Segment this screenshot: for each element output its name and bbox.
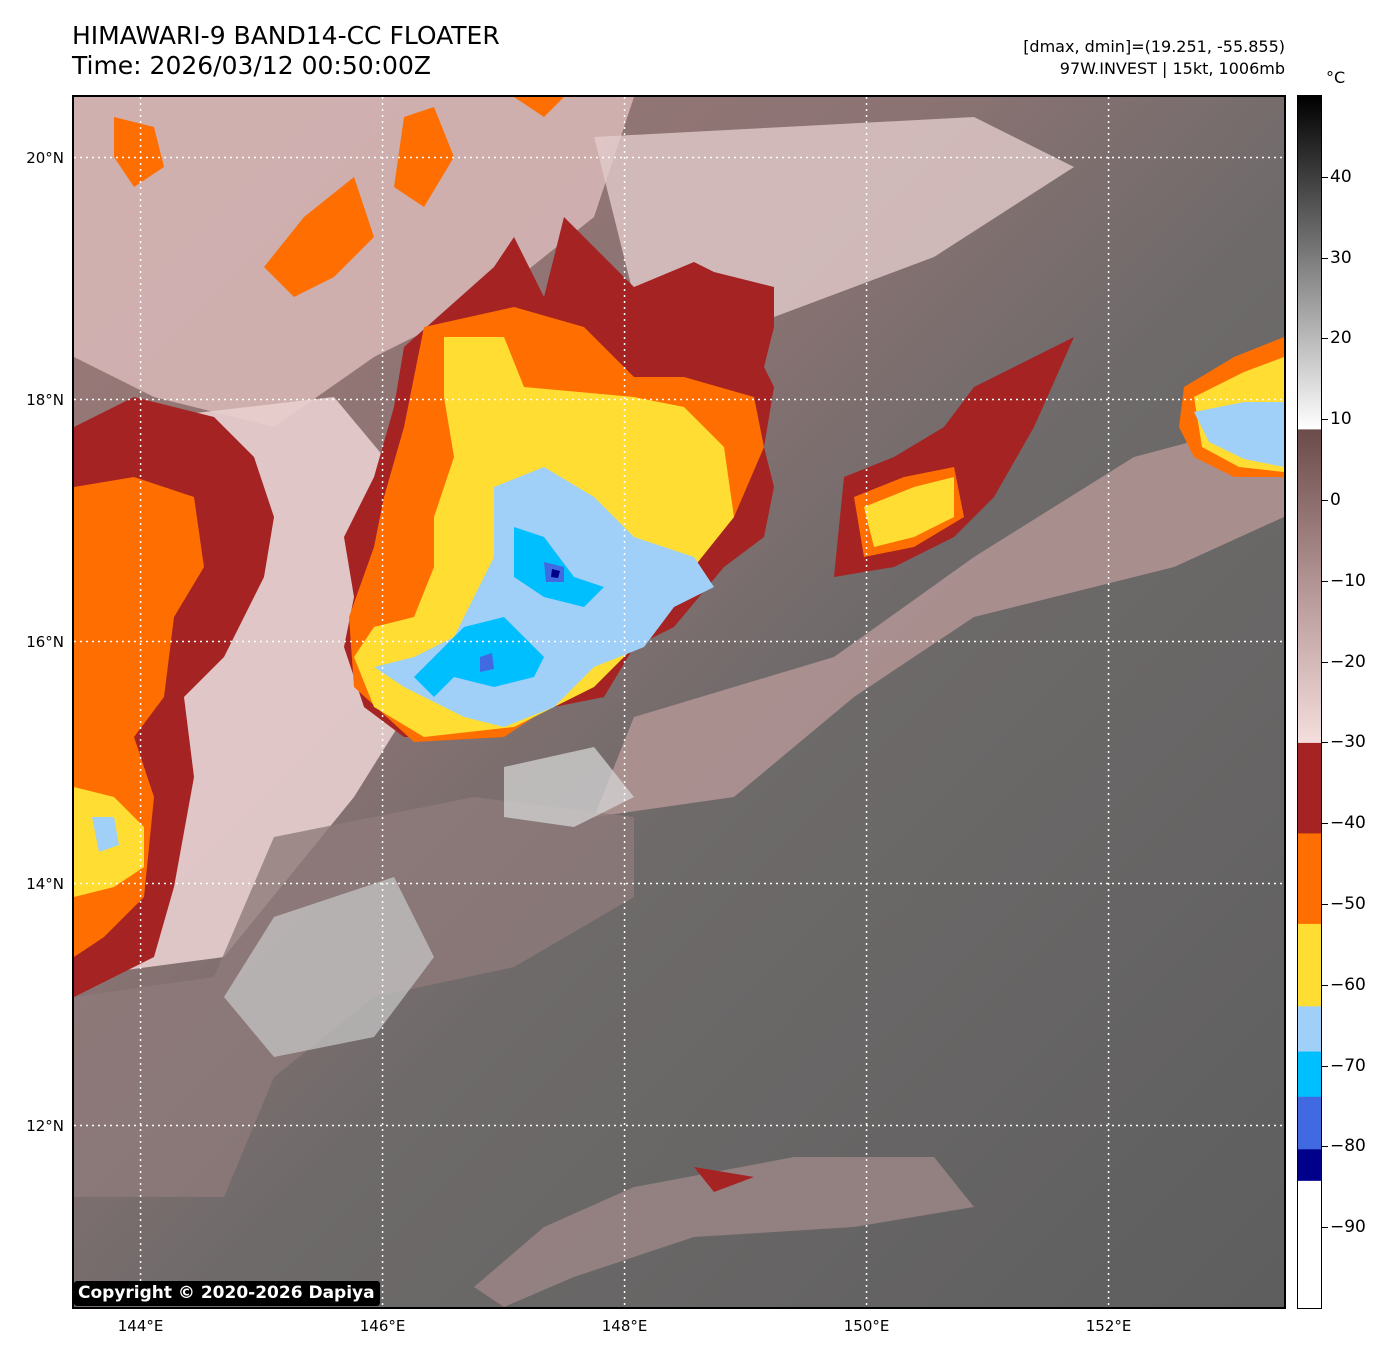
lat-label: 16°N — [26, 632, 64, 651]
colorbar-tick-label: 0 — [1330, 490, 1341, 510]
lon-label: 150°E — [843, 1317, 890, 1335]
colorbar-segment-white — [1298, 1225, 1321, 1308]
storm-info: 97W.INVEST | 15kt, 1006mb — [1059, 59, 1285, 78]
cold-spot-south — [694, 1167, 754, 1192]
colorbar-tick-label: −80 — [1330, 1136, 1366, 1157]
cloud-patch-2 — [504, 747, 634, 827]
colorbar-tick — [1322, 338, 1328, 340]
colorbar-tick-label: −30 — [1330, 732, 1366, 753]
lon-label: 152°E — [1085, 1317, 1132, 1335]
cloud-band-south — [474, 1157, 974, 1307]
lat-label: 18°N — [26, 390, 64, 409]
colorbar-tick — [1322, 257, 1328, 259]
colorbar-tick-label: −70 — [1330, 1055, 1366, 1076]
colorbar-tick-label: −90 — [1330, 1217, 1366, 1238]
colorbar-tick-label: 30 — [1330, 247, 1352, 268]
colorbar-tick — [1322, 823, 1328, 825]
colorbar-segment-lightblue — [1298, 1005, 1321, 1052]
colorbar-segment-navy — [1298, 1148, 1321, 1181]
west-system-lightblue — [92, 817, 119, 852]
chart-title: HIMAWARI-9 BAND14-CC FLOATER — [72, 21, 500, 50]
convection-blue-core-2 — [480, 653, 494, 672]
colorbar-tick — [1322, 176, 1328, 178]
colorbar-tick-label: 20 — [1330, 328, 1352, 349]
cirrus-north — [74, 97, 634, 427]
dmax-dmin-info: [dmax, dmin]=(19.251, -55.855) — [1023, 37, 1285, 56]
cloud-patch-1 — [224, 877, 434, 1057]
debris-4 — [514, 97, 564, 117]
colorbar-segment-orange — [1298, 832, 1321, 924]
lat-label: 20°N — [26, 148, 64, 167]
lon-label: 144°E — [117, 1317, 164, 1335]
colorbar-segment-gray — [1298, 96, 1321, 430]
colorbar-svg — [1298, 96, 1321, 1308]
colorbar-unit: °C — [1326, 68, 1346, 87]
colorbar-tick — [1322, 661, 1328, 663]
colorbar-tick — [1322, 984, 1328, 986]
colorbar-tick — [1322, 1146, 1328, 1148]
colorbar-segment-darkred — [1298, 742, 1321, 834]
colorbar-tick — [1322, 580, 1328, 582]
lat-label: 14°N — [26, 874, 64, 893]
convection-cyan-south — [414, 617, 544, 697]
colorbar-tick-label: −40 — [1330, 813, 1366, 834]
colorbar-tick — [1322, 1065, 1328, 1067]
cirrus-band — [594, 417, 1284, 817]
lon-label: 146°E — [359, 1317, 406, 1335]
colorbar-tick — [1322, 904, 1328, 905]
coldest-pixel — [551, 569, 560, 578]
colorbar — [1297, 95, 1322, 1309]
colorbar-tick — [1322, 500, 1328, 501]
colorbar-tick — [1322, 742, 1328, 744]
colorbar-tick-label: −50 — [1330, 894, 1366, 914]
colorbar-tick — [1322, 419, 1328, 421]
satellite-image — [74, 97, 1284, 1307]
colorbar-tick — [1322, 1227, 1328, 1229]
copyright-label: Copyright © 2020-2026 Dapiya — [74, 1281, 380, 1306]
debris-2 — [264, 177, 374, 297]
lon-label: 148°E — [601, 1317, 648, 1335]
lat-label: 12°N — [26, 1116, 64, 1135]
colorbar-tick-label: 40 — [1330, 166, 1352, 187]
colorbar-segment-yellow — [1298, 923, 1321, 1007]
colorbar-tick-label: −60 — [1330, 974, 1366, 995]
colorbar-segment-warm — [1298, 428, 1321, 743]
colorbar-segment-white — [1298, 1180, 1321, 1227]
colorbar-tick-label: −20 — [1330, 651, 1366, 672]
timestamp: Time: 2026/03/12 00:50:00Z — [72, 51, 431, 80]
cirrus-north-east — [594, 117, 1074, 317]
gridlines — [74, 97, 1284, 1307]
colorbar-tick-label: −10 — [1330, 570, 1366, 591]
colorbar-segment-royalblue — [1298, 1096, 1321, 1150]
far-east-system-lightblue — [1194, 402, 1284, 467]
debris-1 — [114, 117, 164, 187]
east-system-yellow — [864, 477, 954, 547]
colorbar-tick-label: 10 — [1330, 409, 1352, 430]
colorbar-segment-cyan — [1298, 1051, 1321, 1097]
satellite-map — [72, 95, 1286, 1309]
